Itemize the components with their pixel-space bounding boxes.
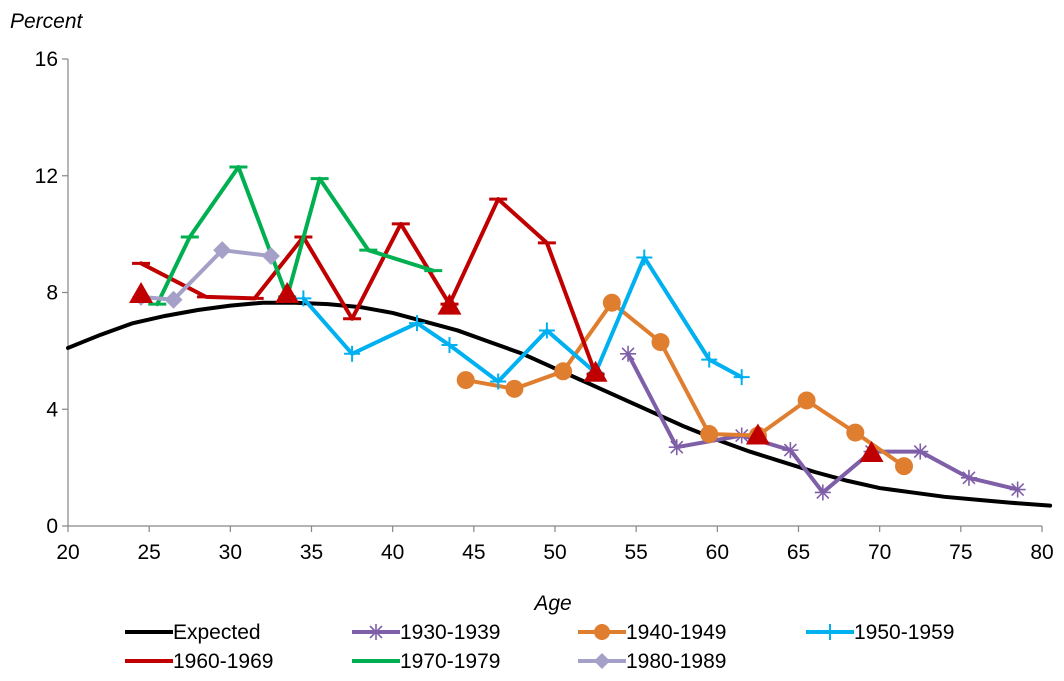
data-point-triangle [583,360,608,382]
legend: Expected 1930-1939 1940-1949 1950-1959 1960-… [125,621,954,673]
y-tick-label: 8 [46,282,58,305]
x-tick-label: 75 [949,541,972,564]
x-tick-label: 80 [1030,541,1053,564]
data-point-diamond [261,247,280,266]
data-point-circle [651,333,670,352]
x-tick-label: 30 [219,541,242,564]
legend-label: 1950-1959 [854,621,954,644]
x-tick-label: 25 [137,541,160,564]
x-tick-label: 60 [706,541,729,564]
x-tick-label: 70 [868,541,891,564]
y-tick-label: 0 [46,515,58,538]
x-tick-label: 55 [624,541,647,564]
series-expected [66,300,1053,508]
series-line-1940-1949 [463,300,907,469]
data-point-plus [701,351,718,368]
data-point-triangle [859,441,884,463]
data-point-plus [822,624,838,640]
x-tick-label: 35 [300,541,323,564]
series-line-1930-1939 [626,351,1020,495]
series-line-1950-1959 [301,255,744,384]
data-point-circle [456,371,475,390]
data-point-plus [344,345,361,362]
data-point-plus [409,315,426,332]
legend-label: Expected [173,621,261,644]
series-1960-1969-triangles [129,281,884,463]
data-point-plus [538,322,555,339]
data-point-triangle [129,281,154,303]
data-point-plus [733,369,750,386]
data-point-star [668,439,685,456]
legend-item-expected: Expected [125,621,261,644]
series-1960-1969 [132,197,605,377]
data-point-plus [636,249,653,266]
legend-label: 1930-1939 [400,621,500,644]
data-point-circle [700,425,719,444]
data-point-diamond [213,241,232,260]
data-point-circle [594,624,610,640]
data-point-triangle [275,281,300,303]
data-point-star [1009,481,1026,498]
data-point-star [912,443,929,460]
legend-label: 1940-1949 [626,621,726,644]
data-point-star [782,442,799,459]
axes: 0 4 8 12 16 20 25 30 35 40 45 50 55 60 65 70 75 80 [35,48,1054,564]
x-tick-label: 40 [381,541,404,564]
data-point-diamond [594,653,610,669]
legend-item-1950-1959: 1950-1959 [806,621,954,644]
data-point-circle [602,293,621,312]
data-point-plus [490,373,507,390]
data-point-star [620,345,637,362]
data-point-triangle [745,423,770,445]
data-point-star [960,469,977,486]
x-tick-label: 45 [462,541,485,564]
series-1950-1959 [295,249,750,390]
series-layer [66,164,1053,508]
data-point-star [368,624,384,640]
x-axis-title: Age [532,592,571,615]
y-axis-title: Percent [10,10,84,33]
data-point-circle [846,423,865,442]
x-tick-label: 65 [787,541,810,564]
data-point-triangle [437,293,462,315]
legend-label: 1970-1979 [400,650,500,673]
legend-item-1970-1979: 1970-1979 [352,650,500,673]
data-point-circle [505,379,524,398]
series-line-1980-1989 [139,248,273,302]
data-point-plus [441,337,458,354]
y-tick-label: 12 [35,165,58,188]
data-point-circle [797,391,816,410]
x-tick-label: 20 [56,541,79,564]
y-tick-label: 16 [35,48,58,71]
legend-item-1960-1969: 1960-1969 [125,650,273,673]
data-point-circle [554,362,573,381]
data-point-circle [895,457,914,476]
legend-item-1930-1939: 1930-1939 [352,621,500,644]
legend-label: 1960-1969 [173,650,273,673]
legend-item-1980-1989: 1980-1989 [578,650,726,673]
series-line-expected [66,300,1053,508]
data-point-diamond [164,290,183,309]
data-point-star [814,484,831,501]
legend-item-1940-1949: 1940-1949 [578,621,726,644]
series-line-1960-1969 [139,197,598,377]
legend-label: 1980-1989 [626,650,726,673]
data-point-plus [295,290,312,307]
x-tick-label: 50 [543,541,566,564]
y-tick-label: 4 [46,398,58,421]
